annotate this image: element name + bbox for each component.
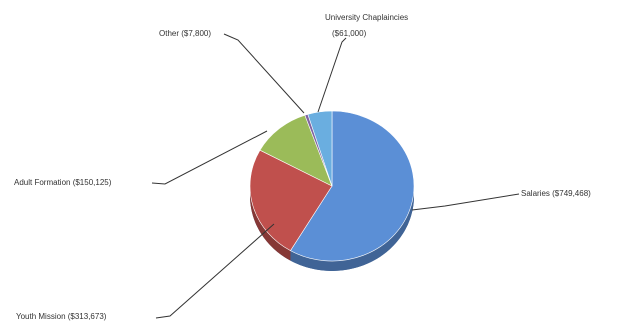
pie-slice-salaries	[290, 110, 415, 262]
slice-label-adult-formation: Adult Formation ($150,125)	[14, 178, 112, 187]
leader-lines	[151, 33, 520, 319]
leader-line-youth-mission	[155, 223, 275, 319]
pie-slice-university-chaplaincies	[307, 110, 333, 187]
pie-side-slice	[290, 186, 414, 271]
slice-label-other: Other ($7,800)	[159, 29, 211, 38]
pie-slice-youth-mission	[249, 149, 333, 252]
slice-labels: Salaries ($749,468) Youth Mission ($313,…	[14, 13, 591, 321]
leader-line-adult-formation	[151, 130, 268, 185]
slice-label-university-chaplaincies-line1: University Chaplaincies	[325, 13, 408, 22]
slice-label-university-chaplaincies-line2: ($61,000)	[332, 29, 367, 38]
pie-side-slice	[250, 186, 291, 261]
slice-label-youth-mission: Youth Mission ($313,673)	[16, 312, 107, 321]
leader-line-salaries	[411, 193, 520, 211]
pie-depth	[250, 186, 414, 271]
pie-slices	[249, 110, 415, 262]
leader-line-other	[223, 33, 305, 114]
slice-label-salaries: Salaries ($749,468)	[521, 189, 591, 198]
leader-line-university-chaplaincies	[317, 37, 347, 113]
